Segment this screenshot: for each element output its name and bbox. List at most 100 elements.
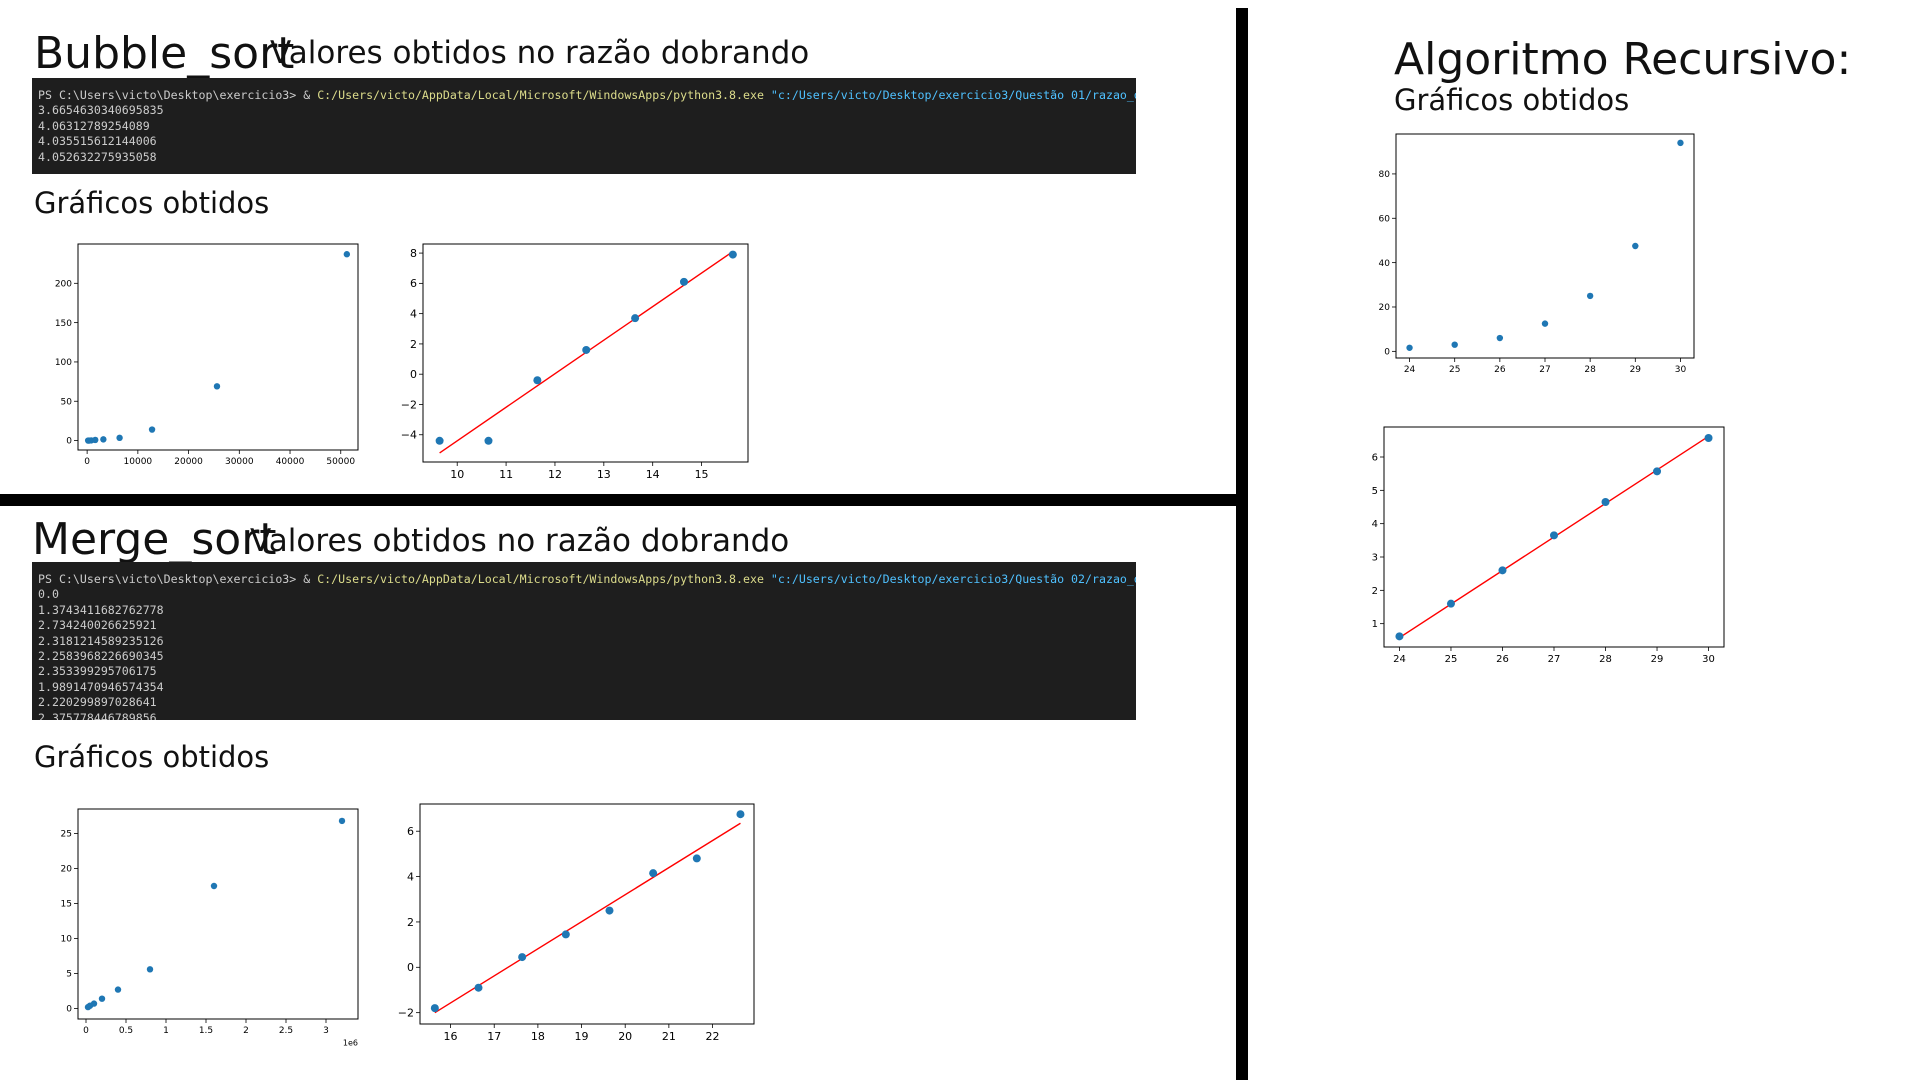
fit-line <box>434 822 741 1014</box>
x-tick-label: 1 <box>163 1026 169 1036</box>
x-tick-label: 10 <box>450 468 464 481</box>
merge-terminal: PS C:\Users\victo\Desktop\exercicio3> & … <box>32 562 1136 720</box>
data-point <box>146 966 154 973</box>
data-point <box>100 436 107 443</box>
y-tick-label: 0 <box>1384 347 1390 357</box>
y-tick-label: −2 <box>398 1007 414 1020</box>
x-tick-label: 26 <box>1496 654 1509 665</box>
terminal-script-path: "c:/Users/victo/Desktop/exercicio3/Quest… <box>770 572 1136 586</box>
bubble-sort-title: Bubble_sort <box>34 28 295 79</box>
terminal-output-line: 2.2583968226690345 <box>38 649 164 664</box>
x-tick-label: 27 <box>1539 365 1550 375</box>
x-tick-label: 17 <box>487 1030 501 1043</box>
x-tick-label: 29 <box>1651 654 1664 665</box>
y-tick-label: 6 <box>407 825 414 838</box>
recursive-scatter-chart: 24 25 26 27 28 29 30 0 20 40 60 80 <box>1379 133 1695 375</box>
data-point <box>338 817 346 825</box>
bubble-graphs-label: Gráficos obtidos <box>34 186 270 220</box>
data-point <box>1496 334 1504 342</box>
x-tick-label: 40000 <box>276 457 305 467</box>
x-tick-label: 20 <box>618 1030 632 1043</box>
data-point <box>1653 467 1662 476</box>
terminal-output-line: 2.375778446789856 <box>38 710 157 720</box>
data-point <box>92 436 99 444</box>
x-tick-label: 25 <box>1449 365 1460 375</box>
y-tick-label: 1 <box>1372 619 1378 630</box>
data-point <box>533 376 542 385</box>
x-tick-label: 3 <box>323 1026 329 1036</box>
data-point <box>1704 434 1713 442</box>
merge-graphs-label: Gráficos obtidos <box>34 740 270 774</box>
merge-sort-title: Merge_sort <box>32 514 277 565</box>
x-tick-label: 50000 <box>326 457 355 467</box>
data-point <box>1406 344 1413 351</box>
data-point <box>484 436 493 445</box>
x-tick-label: 18 <box>531 1030 545 1043</box>
data-point <box>213 383 221 390</box>
plot-frame <box>77 243 359 451</box>
bubble-scatter-chart: 0 10000 20000 30000 40000 50000 0 50 100 150 200 <box>55 243 359 467</box>
y-tick-label: 0 <box>410 368 417 381</box>
y-tick-label: 4 <box>407 870 414 883</box>
data-point <box>210 882 218 890</box>
terminal-output-line: 2.734240026625921 <box>38 618 157 633</box>
bubble-sort-subtitle: Valores obtidos no razão dobrando <box>270 35 810 71</box>
terminal-script-path: "c:/Users/victo/Desktop/exercicio3/Quest… <box>770 88 1136 102</box>
recursive-loglog-chart: 24 25 26 27 28 29 30 1 2 3 4 5 6 <box>1372 426 1725 665</box>
data-point <box>474 983 483 992</box>
terminal-command: PS C:\Users\victo\Desktop\exercicio3> & … <box>38 88 1136 103</box>
x-tick-label: 2 <box>243 1026 249 1036</box>
data-point <box>1586 292 1594 300</box>
data-point <box>605 906 614 915</box>
y-tick-label: 40 <box>1379 259 1391 269</box>
y-tick-label: 2 <box>1372 586 1378 597</box>
vertical-divider <box>1236 8 1248 1080</box>
y-tick-label: 4 <box>410 307 417 320</box>
horizontal-divider <box>0 494 1236 506</box>
y-tick-label: 2 <box>410 338 417 351</box>
y-tick-label: 5 <box>1372 486 1378 497</box>
recursive-graphs-label: Gráficos obtidos <box>1394 83 1630 117</box>
y-tick-label: 5 <box>66 970 72 980</box>
x-tick-label: 20000 <box>174 457 203 467</box>
y-tick-label: −2 <box>401 398 417 411</box>
data-point <box>631 314 640 323</box>
data-point <box>114 986 122 993</box>
y-tick-label: 10 <box>61 935 73 945</box>
data-point <box>1677 139 1684 147</box>
x-tick-label: 22 <box>706 1030 720 1043</box>
y-tick-label: 15 <box>61 900 72 910</box>
terminal-output-line: 4.052632275935058 <box>38 149 157 164</box>
terminal-output-line: 3.6654630340695835 <box>38 103 164 118</box>
data-point <box>692 854 701 863</box>
data-point <box>679 277 688 286</box>
y-tick-label: 150 <box>55 319 72 329</box>
x-tick-label: 16 <box>444 1030 458 1043</box>
y-tick-label: 2 <box>407 916 414 929</box>
y-tick-label: 200 <box>55 279 72 289</box>
data-point <box>435 436 444 445</box>
data-point <box>728 250 737 259</box>
y-tick-label: 80 <box>1379 170 1391 180</box>
y-tick-label: 50 <box>61 397 73 407</box>
y-tick-label: −4 <box>401 429 417 442</box>
merge-sort-subtitle: Valores obtidos no razão dobrando <box>250 523 790 559</box>
y-tick-label: 100 <box>55 358 72 368</box>
x-tick-label: 19 <box>575 1030 589 1043</box>
data-point <box>561 930 570 939</box>
terminal-exe-path: C:/Users/victo/AppData/Local/Microsoft/W… <box>317 572 764 586</box>
x-tick-label: 25 <box>1445 654 1458 665</box>
data-point <box>1601 498 1610 506</box>
data-point <box>1541 320 1549 327</box>
axis-offset-label: 1e6 <box>343 1039 358 1048</box>
terminal-output-line: 2.3181214589235126 <box>38 633 164 648</box>
data-point <box>736 810 745 819</box>
x-tick-label: 11 <box>499 468 513 481</box>
x-tick-label: 1.5 <box>199 1026 213 1036</box>
y-tick-label: 20 <box>1379 303 1391 313</box>
data-point <box>582 345 591 354</box>
x-tick-label: 30 <box>1702 654 1715 665</box>
plot-frame <box>77 808 359 1020</box>
y-tick-label: 6 <box>1372 453 1378 464</box>
data-point <box>116 434 123 442</box>
